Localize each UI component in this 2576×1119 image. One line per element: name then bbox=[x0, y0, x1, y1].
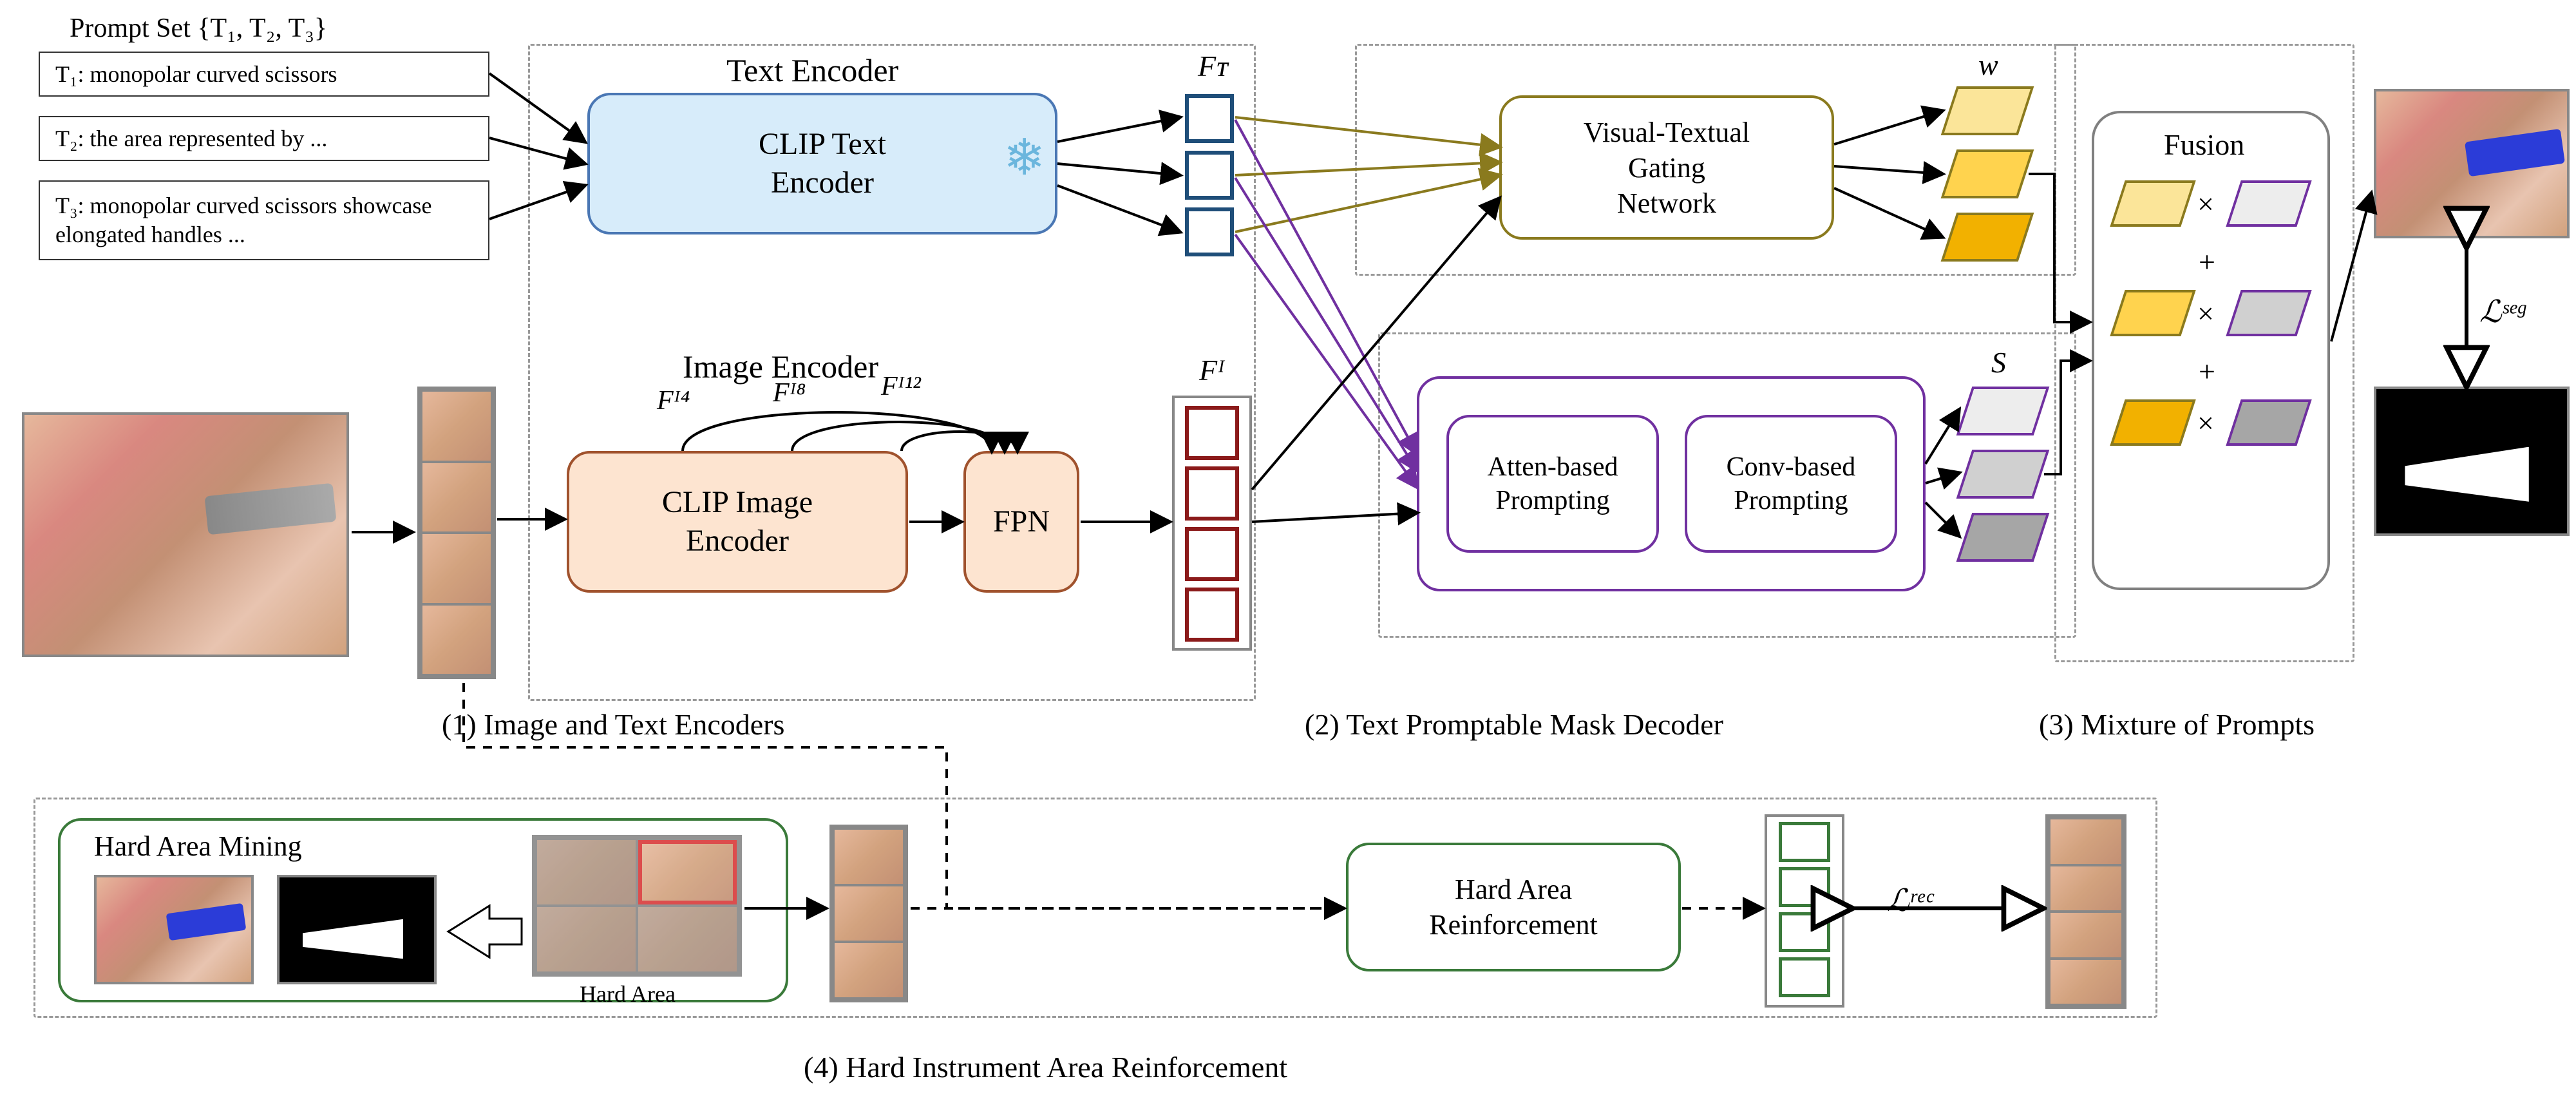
output-mask bbox=[2374, 387, 2570, 536]
caption-4: (4) Hard Instrument Area Reinforcement bbox=[804, 1050, 1287, 1084]
s-p-2 bbox=[1956, 450, 2050, 499]
loss-rec: ℒʳᵉᶜ bbox=[1887, 883, 1932, 919]
prompt-t1-text: T₁: monopolar curved scissors bbox=[55, 59, 337, 90]
clip-image-encoder: CLIP Image Encoder bbox=[567, 451, 908, 593]
ft-label: Fᴛ bbox=[1198, 49, 1227, 83]
fusion-mul1: × bbox=[2197, 187, 2214, 221]
fusion-mul2: × bbox=[2197, 296, 2214, 330]
prompt-t2-text: T₂: the area represented by ... bbox=[55, 124, 327, 154]
hard-reinforce-box: Hard Area Reinforcement bbox=[1346, 843, 1681, 971]
fi12-label: Fᴵ¹² bbox=[881, 371, 921, 402]
s-p-3 bbox=[1956, 513, 2050, 562]
clip-text-encoder: CLIP Text Encoder bbox=[587, 93, 1057, 234]
patch-col-hard bbox=[829, 825, 908, 1002]
conv-prompting: Conv-based Prompting bbox=[1685, 415, 1897, 553]
atten-prompting-text: Atten-based Prompting bbox=[1488, 450, 1618, 518]
rec-sq-3 bbox=[1779, 912, 1830, 952]
fusion-w2 bbox=[2110, 290, 2195, 336]
ft-sq-3 bbox=[1185, 207, 1234, 256]
gating-network-text: Visual-Textual Gating Network bbox=[1584, 115, 1750, 221]
fusion-s3 bbox=[2226, 399, 2311, 446]
fi8-label: Fᴵ⁸ bbox=[773, 378, 806, 408]
atten-prompting: Atten-based Prompting bbox=[1446, 415, 1659, 553]
ft-sq-2 bbox=[1185, 151, 1234, 200]
w-label: w bbox=[1978, 48, 1998, 82]
fi-sq-4 bbox=[1185, 588, 1239, 642]
prompt-t1: T₁: monopolar curved scissors bbox=[39, 52, 489, 97]
s-p-1 bbox=[1956, 387, 2050, 435]
caption-3: (3) Mixture of Prompts bbox=[2039, 707, 2315, 741]
rec-sq-2 bbox=[1779, 867, 1830, 907]
hard-mine-mask bbox=[277, 875, 437, 984]
fi-sq-3 bbox=[1185, 527, 1239, 581]
w-p-2 bbox=[1941, 149, 2034, 198]
hard-reinforce-text: Hard Area Reinforcement bbox=[1429, 872, 1597, 942]
hard-area-label: Hard Area bbox=[580, 980, 676, 1008]
rec-sq-1 bbox=[1779, 822, 1830, 862]
fusion-s1 bbox=[2226, 180, 2311, 227]
caption-1: (1) Image and Text Encoders bbox=[442, 707, 784, 741]
clip-text-encoder-text: CLIP Text Encoder bbox=[759, 125, 886, 202]
patch-col-input bbox=[417, 387, 496, 679]
s-label: S bbox=[1991, 345, 2006, 379]
loss-seg: ℒˢᵉᵍ bbox=[2479, 294, 2525, 330]
fi-label: Fᴵ bbox=[1199, 353, 1225, 387]
prompt-t3-text: T₃: monopolar curved scissors showcase e… bbox=[55, 191, 473, 249]
fpn-text: FPN bbox=[993, 502, 1050, 541]
clip-image-encoder-text: CLIP Image Encoder bbox=[662, 483, 813, 560]
patch-col-rec bbox=[2045, 814, 2126, 1009]
fusion-label: Fusion bbox=[2164, 128, 2244, 162]
fusion-plus1: + bbox=[2199, 245, 2215, 279]
fusion-s2 bbox=[2226, 290, 2311, 336]
caption-2: (2) Text Promptable Mask Decoder bbox=[1305, 707, 1723, 741]
hard-mine-grid bbox=[532, 835, 742, 977]
fi-sq-1 bbox=[1185, 406, 1239, 460]
text-encoder-label: Text Encoder bbox=[726, 52, 898, 89]
prompt-t2: T₂: the area represented by ... bbox=[39, 116, 489, 161]
w-p-3 bbox=[1941, 213, 2034, 262]
ft-sq-1 bbox=[1185, 94, 1234, 143]
prompt-set-title: Prompt Set {T₁, T₂, T₃} bbox=[70, 13, 327, 44]
fi-sq-2 bbox=[1185, 466, 1239, 521]
gating-network: Visual-Textual Gating Network bbox=[1499, 95, 1834, 240]
w-p-1 bbox=[1941, 86, 2034, 135]
hard-mine-title: Hard Area Mining bbox=[94, 830, 302, 863]
rec-sq-4 bbox=[1779, 957, 1830, 997]
conv-prompting-text: Conv-based Prompting bbox=[1727, 450, 1856, 518]
fusion-w1 bbox=[2110, 180, 2195, 227]
input-image bbox=[22, 412, 349, 657]
snowflake-icon: ❄ bbox=[1003, 129, 1045, 187]
prompt-t3: T₃: monopolar curved scissors showcase e… bbox=[39, 180, 489, 260]
fusion-w3 bbox=[2110, 399, 2195, 446]
fi4-label: Fᴵ⁴ bbox=[657, 385, 690, 416]
fusion-plus2: + bbox=[2199, 354, 2215, 388]
fusion-mul3: × bbox=[2197, 406, 2214, 440]
fpn-box: FPN bbox=[963, 451, 1079, 593]
